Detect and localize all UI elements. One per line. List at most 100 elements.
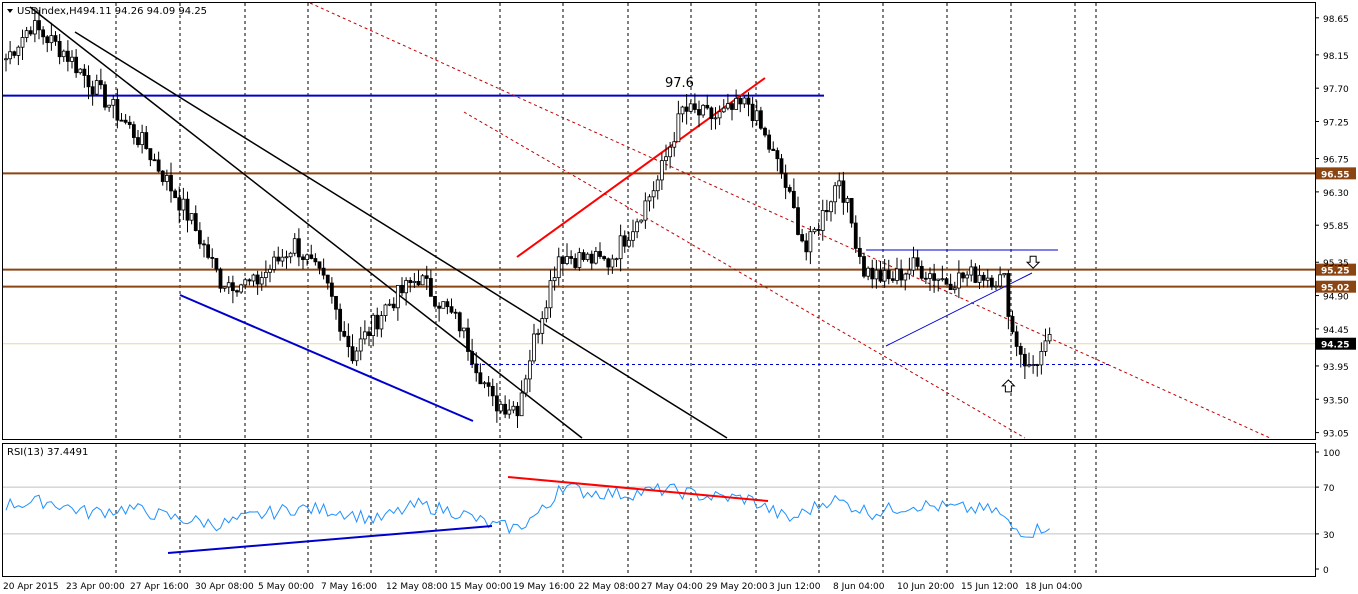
bull-candle [635,221,640,233]
rsi-panel-frame [2,443,1316,577]
bear-candle [478,372,483,385]
bull-candle [371,314,376,336]
bear-candle [581,252,586,260]
bear-candle [156,159,161,172]
bear-candle [932,273,937,281]
bull-candle [680,106,685,115]
bear-candle [981,274,986,281]
bear-candle [494,395,499,412]
time-tick-label: 19 May 16:00 [513,582,575,592]
time-tick-label: 29 May 20:00 [706,582,768,592]
bear-candle [878,269,883,282]
bull-candle [734,97,739,110]
bull-candle [965,274,970,279]
bear-candle [767,134,772,150]
bear-candle [301,256,305,260]
bull-candle [78,68,83,74]
bear-candle [919,265,924,279]
bull-candle [614,258,619,261]
bear-candle [119,119,124,122]
bear-candle [457,312,462,332]
bull-candle [1027,364,1031,367]
bull-candle [1002,273,1007,276]
bull-candle [292,238,297,254]
bull-candle [903,273,908,281]
bear-candle [816,228,821,231]
bull-candle [618,235,623,260]
bear-candle [961,272,965,279]
bull-candle [362,331,367,340]
bear-candle [515,405,520,417]
bear-candle [317,261,322,269]
bull-candle [243,279,248,286]
bear-candle [569,256,574,259]
bear-candle [235,290,239,293]
bull-candle [441,301,446,309]
bear-candle [177,197,182,211]
bear-candle [750,103,755,121]
bear-candle [53,35,58,42]
bull-candle [721,107,726,113]
bear-candle [948,283,953,291]
bull-candle [527,360,532,380]
bull-candle [239,284,244,293]
bear-candle [804,240,809,253]
bear-candle [1006,273,1011,317]
bear-candle [160,170,165,182]
bear-candle [329,282,334,297]
bear-candle [173,190,178,199]
bull-candle [713,117,718,120]
bear-candle [1014,331,1019,347]
bull-candle [808,231,813,253]
bear-candle [350,346,355,362]
bear-candle [470,351,475,365]
triangle-down-icon[interactable] [7,9,13,13]
bear-candle [148,148,153,161]
bull-candle [511,405,516,411]
time-tick-label: 15 May 00:00 [450,582,512,592]
bear-candle [1010,316,1015,333]
chart-symbol-timeframe: USDIndex,H4 [17,6,83,17]
bear-candle [136,137,140,146]
bull-candle [837,180,842,187]
bull-candle [20,37,25,48]
rsi-tick-label: 30 [1323,531,1335,541]
bear-candle [346,335,351,348]
bull-candle [556,256,561,279]
time-tick-label: 15 Jun 12:00 [961,582,1018,592]
level-price-marker [1316,167,1356,180]
bear-candle [338,308,343,332]
bear-candle [41,29,46,38]
time-tick-label: 27 May 04:00 [641,582,703,592]
bear-candle [758,110,763,129]
price-tick-label: 97.70 [1323,85,1349,95]
bear-candle [309,254,314,259]
bull-candle [928,273,932,279]
bull-candle [387,303,392,306]
price-axis: 98.65 98.15 97.70 97.25 96.75 96.30 95.85 95.35… [1315,15,1349,440]
bear-candle [490,385,495,397]
bull-candle [668,146,673,158]
bear-candle [342,330,347,337]
bull-candle [544,307,549,319]
bear-candle [98,80,103,86]
bear-candle [791,190,796,209]
bear-candle [684,106,689,112]
price-tick-label: 93.05 [1323,430,1349,440]
bear-candle [1018,346,1023,355]
bear-candle [400,284,404,294]
bear-candle [230,282,235,292]
bear-candle [433,295,437,307]
main-chart-frame [2,2,1316,440]
bear-candle [449,306,454,313]
time-axis: 20 Apr 2015 23 Apr 00:00 27 Apr 16:00 30 Ap… [3,582,1082,592]
bull-candle [107,104,112,108]
bull-candle [577,252,582,268]
bear-candle [90,86,95,95]
bull-candle [655,179,660,192]
time-tick-label: 27 Apr 16:00 [130,582,189,592]
bear-candle [602,256,607,260]
bull-candle [688,103,693,112]
bull-candle [664,156,668,162]
